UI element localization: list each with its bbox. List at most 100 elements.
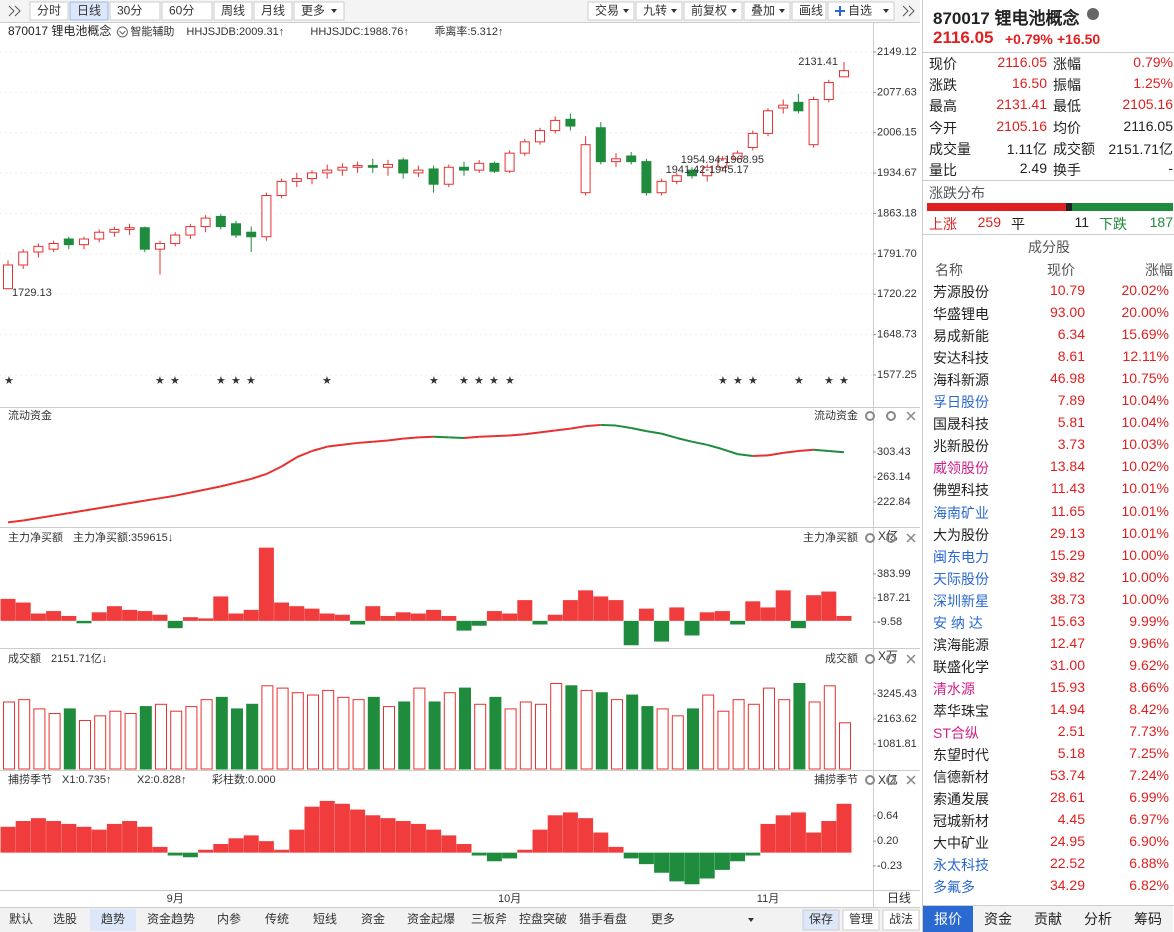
- toolbar-button[interactable]: 九转: [643, 3, 667, 18]
- button-label[interactable]: 战法: [889, 912, 913, 926]
- bottom-tab[interactable]: 资金趋势: [147, 911, 195, 926]
- collapse-icon[interactable]: [8, 5, 21, 17]
- assist-icon[interactable]: [116, 26, 128, 38]
- settings-icon[interactable]: [886, 533, 896, 543]
- tab[interactable]: [827, 1, 895, 21]
- stock-name[interactable]: 威领股份: [933, 460, 989, 477]
- button[interactable]: [802, 909, 840, 931]
- stock-name[interactable]: ST合纵: [933, 725, 979, 741]
- stock-change: 15.69%: [1121, 326, 1169, 343]
- settings-icon[interactable]: [865, 654, 875, 664]
- stock-name[interactable]: 海南矿业: [933, 504, 989, 521]
- bottom-tab[interactable]: 资金: [361, 911, 385, 926]
- assist-label[interactable]: 智能辅助: [130, 24, 174, 38]
- tab[interactable]: [635, 1, 683, 21]
- stock-name[interactable]: 永太科技: [933, 857, 989, 874]
- tab[interactable]: [213, 1, 253, 21]
- toolbar-button[interactable]: 更多: [301, 4, 325, 18]
- toolbar-button[interactable]: 60分: [169, 4, 194, 18]
- stock-name[interactable]: 国晟科技: [933, 416, 989, 433]
- settings-icon[interactable]: [865, 533, 875, 543]
- settings-icon[interactable]: [865, 775, 875, 785]
- stock-name[interactable]: 兆新股份: [933, 438, 989, 455]
- stock-name[interactable]: 易成新能: [933, 328, 989, 345]
- tab[interactable]: [293, 1, 345, 21]
- panel-tab[interactable]: 分析: [1073, 906, 1123, 932]
- stock-name[interactable]: 大中矿业: [933, 835, 989, 852]
- tab[interactable]: [29, 1, 69, 21]
- bottom-tab[interactable]: 趋势: [101, 912, 125, 926]
- stock-name[interactable]: 清水源: [933, 680, 975, 697]
- stock-name[interactable]: 多氟多: [933, 879, 975, 896]
- stock-name[interactable]: 芳源股份: [933, 284, 989, 300]
- toolbar-button[interactable]: 日线: [77, 4, 101, 18]
- tab[interactable]: [161, 1, 213, 21]
- stock-name[interactable]: 安 纳 达: [933, 614, 983, 631]
- stock-name[interactable]: 东望时代: [933, 747, 989, 764]
- bottom-tab[interactable]: 内参: [217, 911, 241, 926]
- button[interactable]: [882, 909, 920, 931]
- toolbar-button[interactable]: 月线: [261, 4, 285, 18]
- settings-icon[interactable]: [886, 775, 896, 785]
- close-icon[interactable]: [906, 775, 916, 785]
- toolbar-button[interactable]: 交易: [595, 3, 619, 18]
- stock-name[interactable]: 孚日股份: [933, 394, 989, 411]
- toolbar-button[interactable]: 叠加: [751, 4, 775, 18]
- x-tick-label: 11月: [757, 893, 779, 905]
- toolbar-button[interactable]: 周线: [221, 4, 245, 18]
- settings-icon[interactable]: [886, 654, 896, 664]
- close-icon[interactable]: [906, 533, 916, 543]
- tab[interactable]: [743, 1, 791, 21]
- stock-name[interactable]: 信德新材: [933, 769, 989, 786]
- bottom-tab[interactable]: 资金起爆: [407, 911, 455, 926]
- toolbar-button[interactable]: 分时: [37, 4, 61, 18]
- tab-active: [90, 909, 136, 931]
- bottom-tab[interactable]: 选股: [53, 912, 77, 926]
- stock-name[interactable]: 滨海能源: [933, 636, 989, 653]
- stock-name[interactable]: 联盛化学: [933, 658, 989, 675]
- stock-name[interactable]: 萃华珠宝: [933, 702, 989, 719]
- quote-label: 涨幅: [1053, 56, 1081, 72]
- stock-name[interactable]: 海科新源: [933, 372, 989, 389]
- bottom-tab[interactable]: 猎手看盘: [579, 911, 627, 926]
- bottom-tab[interactable]: 三板斧: [471, 912, 507, 926]
- stock-name[interactable]: 冠城新材: [933, 813, 989, 830]
- tab[interactable]: [109, 1, 161, 21]
- stock-name[interactable]: 华盛锂电: [933, 306, 989, 323]
- panel-tab[interactable]: 资金: [973, 906, 1023, 932]
- panel-tab[interactable]: 报价: [923, 906, 973, 932]
- button-label[interactable]: 管理: [849, 911, 873, 926]
- settings-icon[interactable]: [886, 411, 896, 421]
- close-icon[interactable]: [906, 654, 916, 664]
- toolbar-button[interactable]: 自选: [848, 4, 872, 18]
- bottom-tab[interactable]: 传统: [265, 911, 289, 926]
- panel-tab[interactable]: 筹码: [1123, 906, 1173, 932]
- toolbar-button[interactable]: 画线: [799, 4, 823, 18]
- panel-tab[interactable]: 贡献: [1023, 906, 1073, 932]
- stock-name[interactable]: 深圳新星: [933, 592, 989, 609]
- button[interactable]: [842, 909, 880, 931]
- bottom-tab[interactable]: 控盘突破: [519, 911, 567, 926]
- toolbar-button[interactable]: 前复权: [691, 3, 727, 18]
- stock-name[interactable]: 安达科技: [933, 350, 989, 367]
- panel-borders: [0, 22, 920, 908]
- button-label[interactable]: 保存: [809, 912, 833, 926]
- tab[interactable]: [253, 1, 293, 21]
- svg-text:★: ★: [246, 375, 256, 387]
- toolbar-button[interactable]: 30分: [117, 4, 142, 18]
- tab[interactable]: [791, 1, 827, 21]
- stock-name[interactable]: 闽东电力: [933, 548, 989, 565]
- expand-icon[interactable]: [902, 5, 915, 17]
- settings-icon[interactable]: [865, 411, 875, 421]
- tab[interactable]: [587, 1, 635, 21]
- y-tick-label: 2077.63: [877, 86, 917, 98]
- stock-name[interactable]: 索通发展: [933, 791, 989, 808]
- stock-name[interactable]: 佛塑科技: [933, 482, 989, 499]
- bottom-tab[interactable]: 短线: [313, 912, 337, 926]
- bottom-tab[interactable]: 更多: [651, 912, 675, 926]
- stock-name[interactable]: 天际股份: [933, 570, 989, 587]
- close-icon[interactable]: [906, 411, 916, 421]
- stock-name[interactable]: 大为股份: [933, 526, 989, 543]
- tab[interactable]: [683, 1, 743, 21]
- bottom-tab[interactable]: 默认: [9, 911, 33, 926]
